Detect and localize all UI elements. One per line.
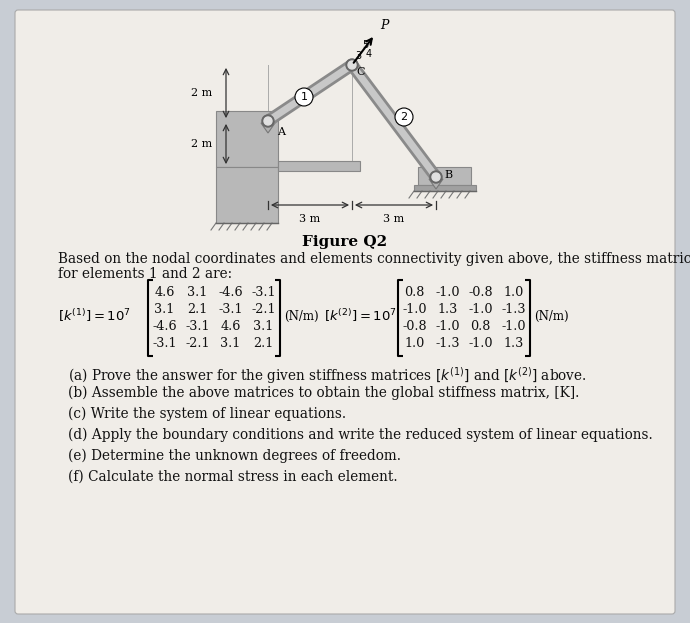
Text: 2 m: 2 m (190, 88, 212, 98)
Polygon shape (414, 185, 476, 191)
Circle shape (432, 173, 440, 181)
Text: (N/m): (N/m) (284, 310, 319, 323)
Text: 1.0: 1.0 (404, 337, 424, 350)
Text: (b) Assemble the above matrices to obtain the global stiffness matrix, [K].: (b) Assemble the above matrices to obtai… (68, 386, 580, 401)
Circle shape (295, 88, 313, 106)
Text: 2.1: 2.1 (253, 337, 274, 350)
Text: (e) Determine the unknown degrees of freedom.: (e) Determine the unknown degrees of fre… (68, 449, 401, 464)
Text: (f) Calculate the normal stress in each element.: (f) Calculate the normal stress in each … (68, 470, 397, 484)
FancyBboxPatch shape (15, 10, 675, 614)
Polygon shape (216, 167, 278, 223)
Text: -3.1: -3.1 (152, 337, 177, 350)
Text: -1.0: -1.0 (469, 337, 493, 350)
Text: -0.8: -0.8 (469, 286, 493, 299)
Text: A: A (277, 127, 285, 137)
Circle shape (264, 117, 272, 125)
Text: 1.3: 1.3 (504, 337, 524, 350)
Circle shape (395, 108, 413, 126)
Polygon shape (278, 161, 360, 171)
Text: P: P (380, 19, 388, 32)
Text: 1.0: 1.0 (504, 286, 524, 299)
Polygon shape (418, 167, 471, 185)
Text: -1.0: -1.0 (501, 320, 526, 333)
Text: 1.3: 1.3 (437, 303, 457, 316)
Text: 1: 1 (301, 92, 308, 102)
Text: -3.1: -3.1 (185, 320, 210, 333)
Text: -1.0: -1.0 (469, 303, 493, 316)
Circle shape (430, 171, 442, 183)
Text: 3.1: 3.1 (155, 303, 175, 316)
Text: -2.1: -2.1 (185, 337, 210, 350)
Text: 2: 2 (400, 112, 408, 122)
Text: (N/m): (N/m) (534, 310, 569, 323)
Text: -1.3: -1.3 (501, 303, 526, 316)
Text: $\left[k^{(2)}\right]$$=10^7$: $\left[k^{(2)}\right]$$=10^7$ (324, 308, 397, 325)
Text: -1.0: -1.0 (435, 320, 460, 333)
Text: 0.8: 0.8 (471, 320, 491, 333)
Text: B: B (444, 170, 452, 180)
Text: -1.0: -1.0 (402, 303, 426, 316)
Text: $\left[k^{(1)}\right]$$=10^7$: $\left[k^{(1)}\right]$$=10^7$ (58, 308, 131, 325)
Polygon shape (216, 111, 278, 167)
Text: for elements 1 and 2 are:: for elements 1 and 2 are: (58, 267, 232, 281)
Text: -1.3: -1.3 (435, 337, 460, 350)
Text: 4: 4 (366, 49, 372, 59)
Polygon shape (261, 123, 275, 133)
Text: (d) Apply the boundary conditions and write the reduced system of linear equatio: (d) Apply the boundary conditions and wr… (68, 428, 653, 442)
Text: Figure Q2: Figure Q2 (302, 235, 388, 249)
Text: -3.1: -3.1 (218, 303, 243, 316)
Text: 4.6: 4.6 (155, 286, 175, 299)
Text: 3 m: 3 m (299, 214, 321, 224)
Text: 4.6: 4.6 (220, 320, 241, 333)
Text: C: C (356, 67, 364, 77)
Text: 3 m: 3 m (384, 214, 404, 224)
Text: 0.8: 0.8 (404, 286, 424, 299)
Text: -0.8: -0.8 (402, 320, 427, 333)
Circle shape (346, 59, 358, 71)
Text: Based on the nodal coordinates and elements connectivity given above, the stiffn: Based on the nodal coordinates and eleme… (58, 252, 690, 266)
Text: 3: 3 (356, 50, 362, 60)
Text: (c) Write the system of linear equations.: (c) Write the system of linear equations… (68, 407, 346, 421)
Text: -3.1: -3.1 (251, 286, 276, 299)
Text: 3.1: 3.1 (188, 286, 208, 299)
Text: 3.1: 3.1 (220, 337, 241, 350)
Text: (a) Prove the answer for the given stiffness matrices $[k^{(1)}]$ and $[k^{(2)}]: (a) Prove the answer for the given stiff… (68, 365, 586, 386)
Text: 3.1: 3.1 (253, 320, 274, 333)
Text: 2.1: 2.1 (188, 303, 208, 316)
Text: -1.0: -1.0 (435, 286, 460, 299)
Polygon shape (429, 179, 443, 189)
Text: -4.6: -4.6 (218, 286, 243, 299)
Circle shape (348, 61, 356, 69)
Text: 5: 5 (363, 40, 369, 50)
Text: 2 m: 2 m (190, 139, 212, 149)
Text: -2.1: -2.1 (251, 303, 276, 316)
Text: -4.6: -4.6 (152, 320, 177, 333)
Circle shape (262, 115, 274, 127)
